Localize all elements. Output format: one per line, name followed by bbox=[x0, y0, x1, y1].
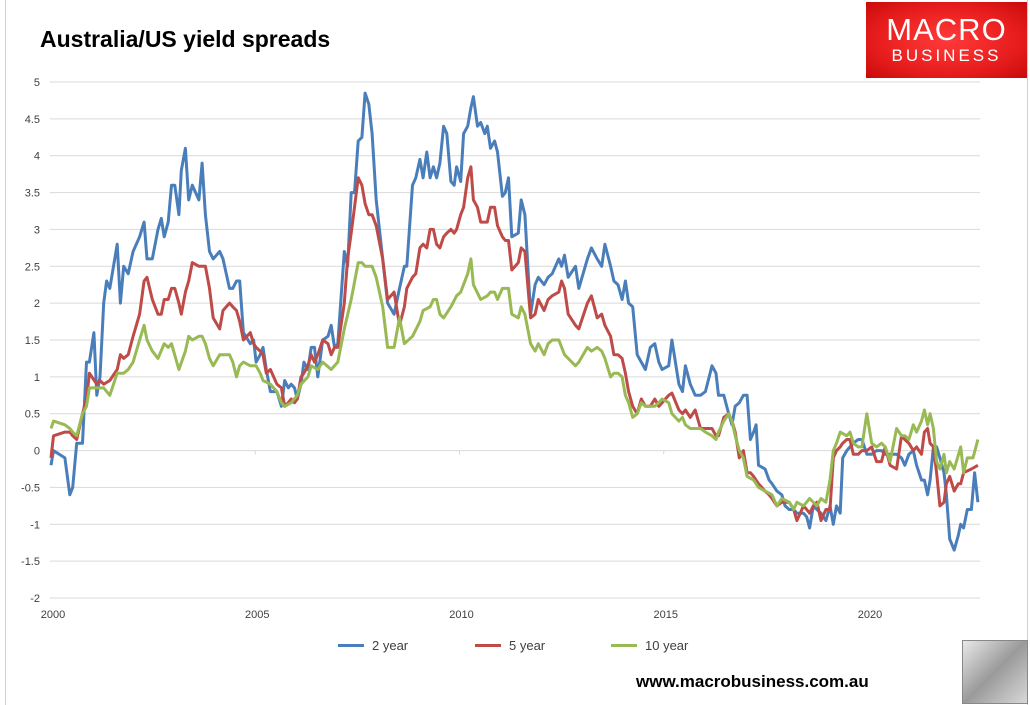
y-tick-label: 5 bbox=[34, 77, 40, 89]
y-tick-label: 3 bbox=[34, 224, 40, 236]
chart-title: Australia/US yield spreads bbox=[40, 26, 331, 52]
y-tick-label: 1.5 bbox=[25, 335, 40, 347]
series-line-2-year bbox=[49, 91, 980, 552]
gridlines bbox=[50, 81, 980, 599]
legend-swatch-5-year bbox=[475, 644, 501, 647]
y-tick-label: -0.5 bbox=[21, 482, 40, 494]
y-tick-label: 0 bbox=[34, 446, 40, 458]
x-tick-label: 2010 bbox=[449, 609, 473, 621]
legend-label: 5 year bbox=[509, 638, 546, 653]
x-tick-label: 2015 bbox=[654, 609, 678, 621]
wolf-image bbox=[962, 640, 1028, 704]
y-tick-label: -1 bbox=[30, 519, 40, 531]
y-tick-label: 3.5 bbox=[25, 188, 40, 200]
x-tick-label: 2000 bbox=[41, 609, 65, 621]
y-tick-label: -2 bbox=[30, 593, 40, 605]
x-tick-label: 2005 bbox=[245, 609, 269, 621]
website-link[interactable]: www.macrobusiness.com.au bbox=[636, 672, 869, 691]
legend-label: 10 year bbox=[645, 638, 689, 653]
y-tick-label: 2 bbox=[34, 298, 40, 310]
legend-label: 2 year bbox=[372, 638, 409, 653]
series-line-5-year bbox=[49, 165, 979, 523]
legend-swatch-10-year bbox=[611, 644, 637, 647]
legend: 2 year 5 year 10 year bbox=[0, 638, 1030, 658]
y-tick-label: -1.5 bbox=[21, 556, 40, 568]
y-tick-label: 4 bbox=[34, 151, 40, 163]
logo-line2: BUSINESS bbox=[891, 46, 1002, 65]
y-tick-label: 2.5 bbox=[25, 261, 40, 273]
series-line-10-year bbox=[49, 257, 980, 511]
y-axis-tick-labels: 5 4.5 4 3.5 3 2.5 2 1.5 1 0.5 0 -0.5 -1 -1.5 -2 bbox=[21, 77, 40, 605]
x-tick-label: 2020 bbox=[858, 609, 882, 621]
y-tick-label: 4.5 bbox=[25, 114, 40, 126]
y-tick-label: 0.5 bbox=[25, 409, 40, 421]
legend-swatch-2-year bbox=[338, 644, 364, 647]
legend-item-2-year: 2 year bbox=[338, 638, 408, 653]
x-axis-tick-labels: 2000 2005 2010 2015 2020 bbox=[41, 609, 882, 621]
logo-line1: MACRO bbox=[886, 12, 1007, 47]
frame-border-right bbox=[1027, 0, 1028, 705]
series-lines bbox=[49, 91, 980, 552]
y-tick-label: 1 bbox=[34, 372, 40, 384]
legend-item-10-year: 10 year bbox=[611, 638, 688, 653]
legend-item-5-year: 5 year bbox=[475, 638, 545, 653]
frame-border-left bbox=[5, 0, 6, 705]
macrobusiness-logo: MACRO BUSINESS bbox=[866, 2, 1027, 78]
